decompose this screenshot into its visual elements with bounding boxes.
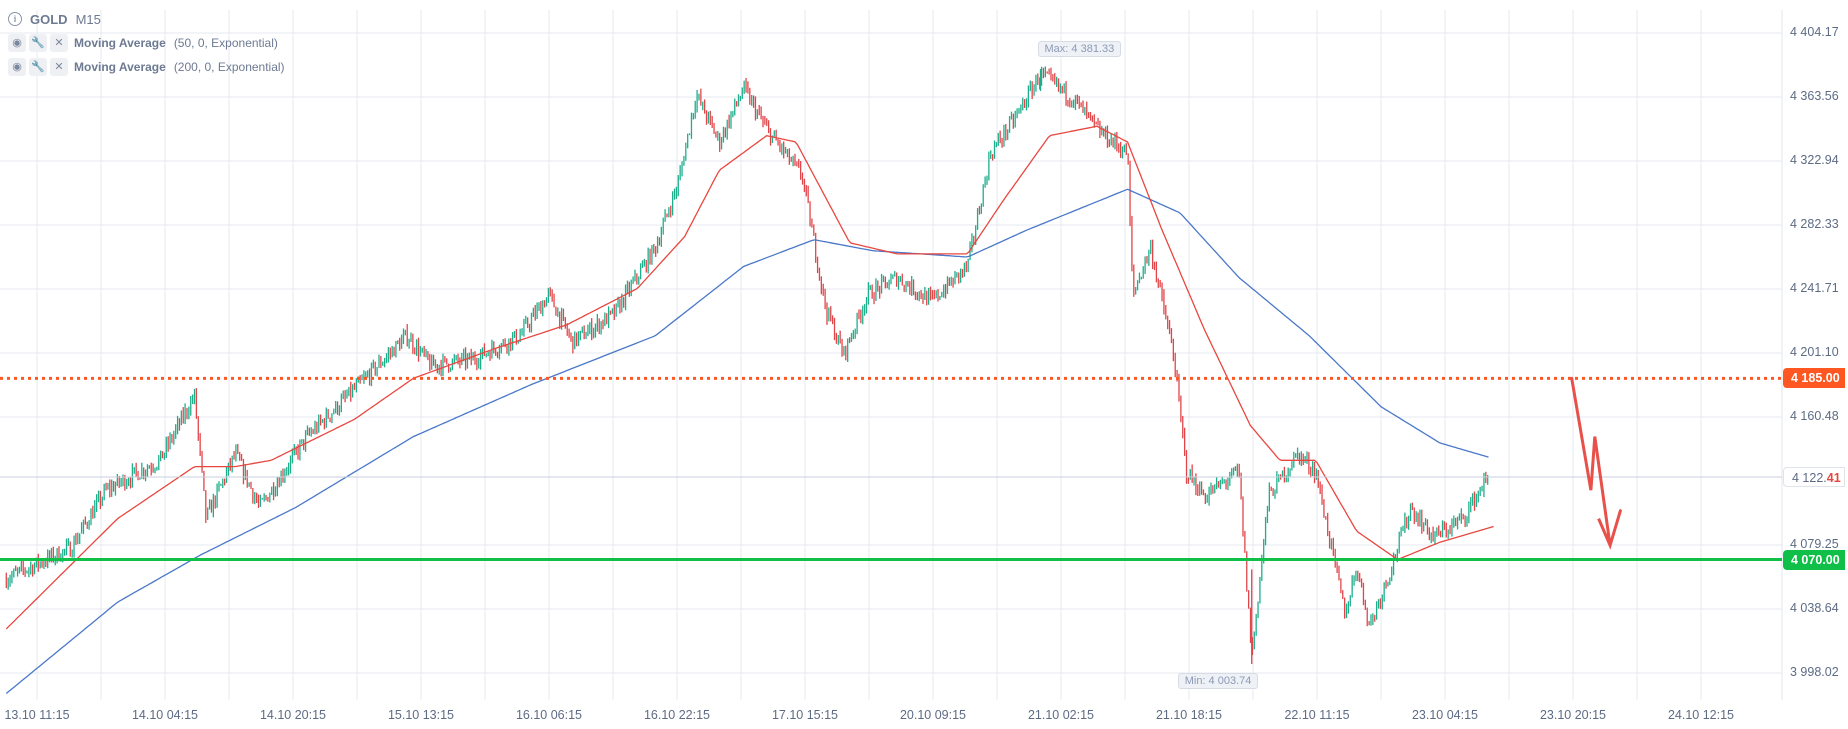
eye-icon[interactable]: ◉ [8,33,26,52]
y-tick-label: 4 282.33 [1790,216,1839,231]
wrench-icon[interactable]: 🔧 [29,33,47,52]
x-tick-label: 16.10 22:15 [643,708,711,722]
x-tick-label: 23.10 04:15 [1411,708,1479,722]
close-icon[interactable]: ✕ [50,33,68,52]
current-price-main: 4 122. [1792,470,1827,485]
y-tick-label: 3 998.02 [1790,664,1839,679]
annotation-arrow[interactable] [1570,376,1622,550]
indicator-name: Moving Average [74,59,166,74]
x-tick-label: 22.10 11:15 [1284,708,1350,722]
symbol-label: GOLD [30,11,68,27]
current-price-decimals: 41 [1826,470,1841,485]
info-icon[interactable]: i [8,12,22,26]
y-tick-label: 4 201.10 [1790,344,1839,359]
indicator-row-ma200: ◉ 🔧 ✕ Moving Average (200, 0, Exponentia… [8,57,285,76]
close-icon[interactable]: ✕ [50,57,68,76]
chart-legend: i GOLD M15 ◉ 🔧 ✕ Moving Average (50, 0, … [8,10,285,76]
min-price-label: Min: 4 003.74 [1177,672,1259,689]
y-tick-label: 4 241.71 [1790,280,1839,295]
y-tick-label: 4 079.25 [1790,536,1839,551]
indicator-params: (200, 0, Exponential) [173,59,285,74]
x-tick-label: 16.10 06:15 [515,708,583,722]
x-tick-label: 23.10 20:15 [1539,708,1607,722]
ma200-line [5,188,1489,694]
x-tick-label: 21.10 02:15 [1027,708,1095,722]
grid [0,10,1782,700]
x-tick-label: 24.10 12:15 [1667,708,1735,722]
current-price-tag: 4 122.41 [1783,466,1845,487]
x-tick-label: 15.10 13:15 [387,708,455,722]
y-tick-label: 4 322.94 [1790,152,1839,167]
level-tag-4070[interactable]: 4 070.00 [1783,549,1845,570]
wrench-icon[interactable]: 🔧 [29,57,47,76]
max-price-label: Max: 4 381.33 [1037,40,1122,57]
x-tick-label: 20.10 09:15 [899,708,967,722]
x-tick-label: 17.10 15:15 [771,708,839,722]
y-tick-label: 4 363.56 [1790,88,1839,103]
x-tick-label: 21.10 18:15 [1155,708,1223,722]
x-tick-label: 14.10 04:15 [131,708,199,722]
eye-icon[interactable]: ◉ [8,57,26,76]
x-tick-label: 14.10 20:15 [259,708,327,722]
candles [5,66,1489,664]
indicator-name: Moving Average [74,35,166,50]
y-tick-label: 4 404.17 [1790,25,1839,39]
y-tick-label: 4 038.64 [1790,600,1839,615]
timeframe-label[interactable]: M15 [75,11,101,27]
indicator-params: (50, 0, Exponential) [173,35,278,50]
x-tick-label: 13.10 11:15 [4,708,70,722]
y-tick-label: 4 160.48 [1790,408,1839,423]
indicator-row-ma50: ◉ 🔧 ✕ Moving Average (50, 0, Exponential… [8,33,285,52]
level-tag-4185[interactable]: 4 185.00 [1783,368,1845,389]
ma50-line [5,125,1494,630]
